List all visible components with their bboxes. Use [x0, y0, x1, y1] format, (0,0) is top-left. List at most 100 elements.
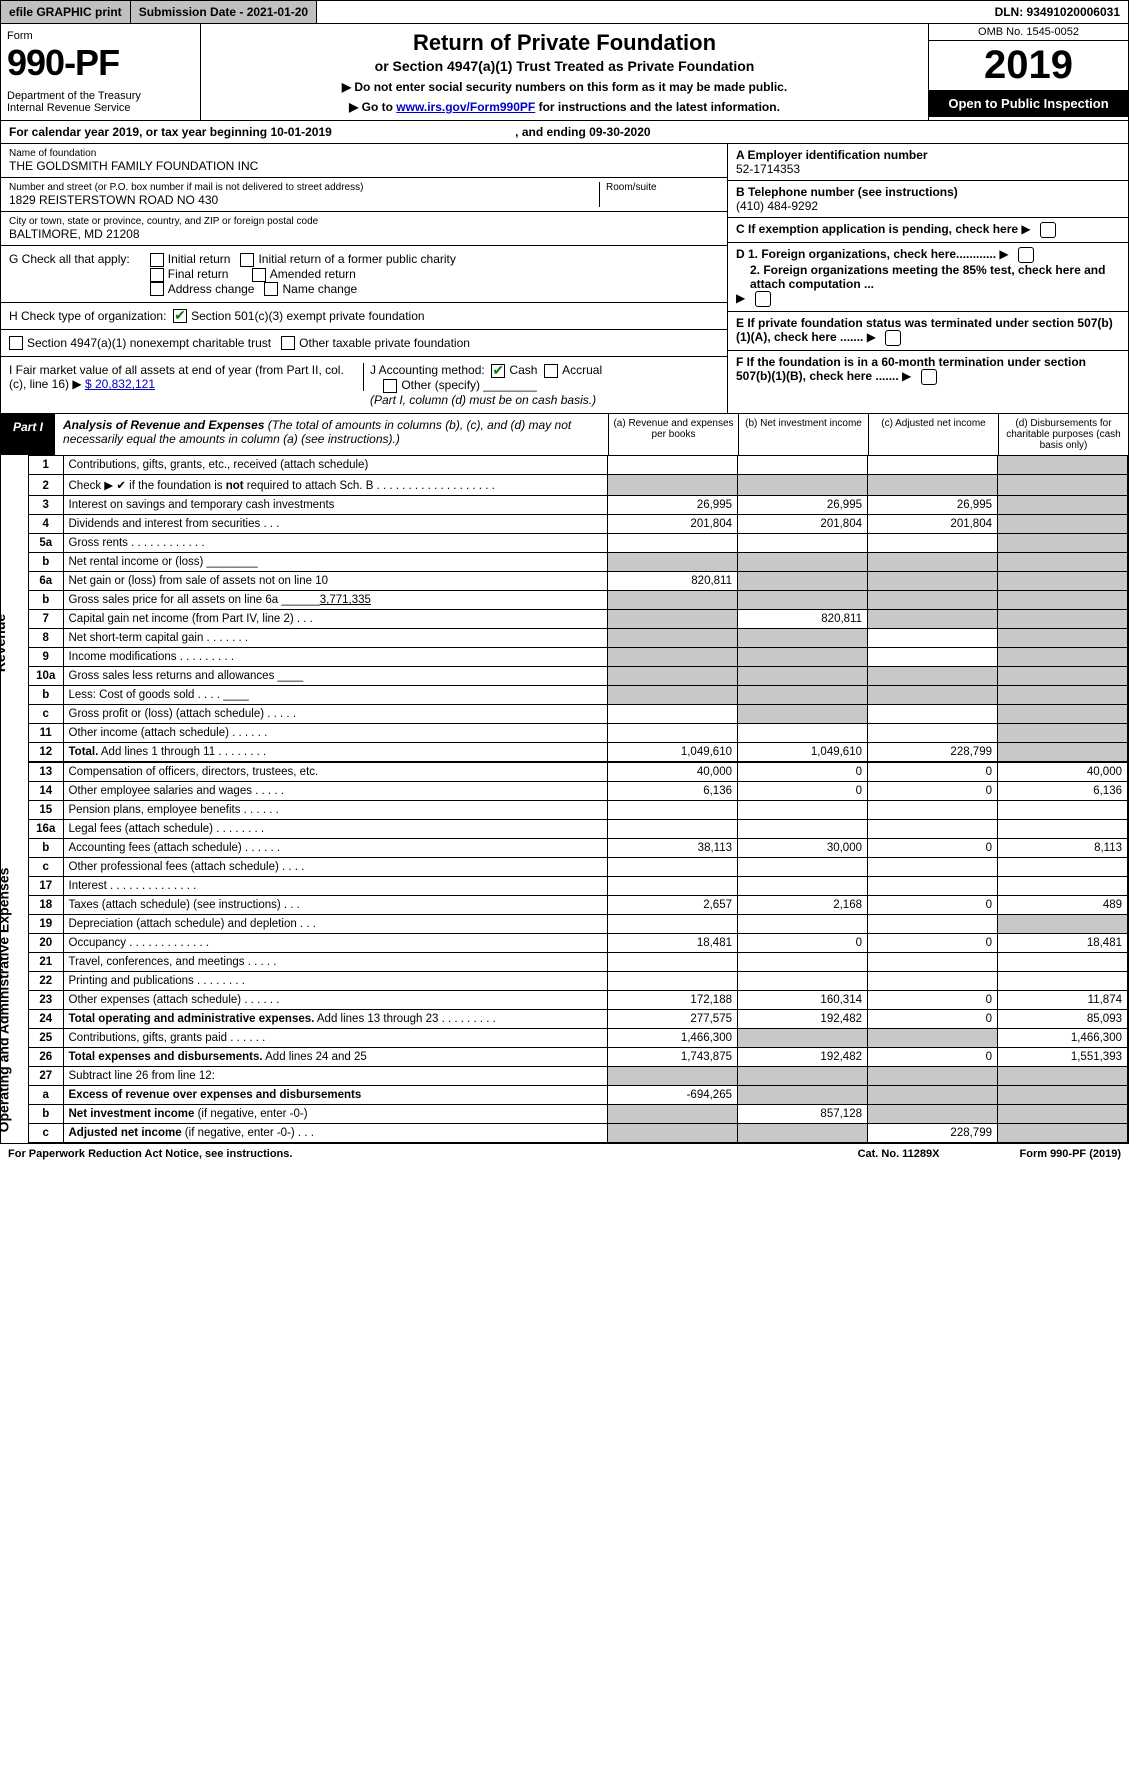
row-num: 23 [29, 991, 63, 1010]
row-num: 7 [29, 610, 63, 629]
col-d [998, 456, 1128, 475]
calendar-year-row: For calendar year 2019, or tax year begi… [0, 121, 1129, 144]
row-desc: Less: Cost of goods sold . . . . ____ [63, 686, 608, 705]
row-desc: Contributions, gifts, grants, etc., rece… [63, 456, 608, 475]
col-b-hdr: (b) Net investment income [738, 414, 868, 455]
row-desc: Accounting fees (attach schedule) . . . … [63, 839, 608, 858]
col-b [738, 915, 868, 934]
col-d [998, 629, 1128, 648]
col-d [998, 801, 1128, 820]
col-c: 0 [868, 1010, 998, 1029]
tel-cell: B Telephone number (see instructions) (4… [728, 181, 1128, 218]
col-d [998, 743, 1128, 762]
submission-date: Submission Date - 2021-01-20 [131, 1, 317, 23]
col-b [738, 629, 868, 648]
col-a [608, 1124, 738, 1143]
col-a [608, 591, 738, 610]
row-desc: Legal fees (attach schedule) . . . . . .… [63, 820, 608, 839]
irs-link[interactable]: www.irs.gov/Form990PF [396, 100, 535, 114]
col-a: 1,466,300 [608, 1029, 738, 1048]
dept-label: Department of the TreasuryInternal Reven… [7, 90, 194, 114]
form-subtitle: or Section 4947(a)(1) Trust Treated as P… [213, 58, 916, 74]
row-desc: Net rental income or (loss) ________ [63, 553, 608, 572]
header-right: OMB No. 1545-0052 2019 Open to Public In… [928, 24, 1128, 120]
col-c [868, 456, 998, 475]
part-title: Analysis of Revenue and Expenses (The to… [55, 414, 608, 455]
chk-d1[interactable] [1018, 247, 1034, 263]
col-b [738, 1067, 868, 1086]
row-desc: Interest . . . . . . . . . . . . . . [63, 877, 608, 896]
col-a [608, 1067, 738, 1086]
col-d [998, 1067, 1128, 1086]
identity-section: Name of foundation THE GOLDSMITH FAMILY … [0, 144, 1129, 414]
row-num: 15 [29, 801, 63, 820]
chk-other-meth[interactable] [383, 379, 397, 393]
chk-d2[interactable] [755, 291, 771, 307]
col-a: 1,049,610 [608, 743, 738, 762]
col-c [868, 648, 998, 667]
col-a [608, 972, 738, 991]
col-b [738, 953, 868, 972]
chk-initial[interactable] [150, 253, 164, 267]
col-c [868, 572, 998, 591]
col-d: 6,136 [998, 782, 1128, 801]
col-b [738, 534, 868, 553]
row-num: 3 [29, 496, 63, 515]
chk-cash[interactable] [491, 364, 505, 378]
row-desc: Gross sales price for all assets on line… [63, 591, 608, 610]
omb-number: OMB No. 1545-0052 [929, 24, 1128, 41]
chk-other-tax[interactable] [281, 336, 295, 350]
col-c [868, 858, 998, 877]
col-d [998, 1086, 1128, 1105]
row-num: 19 [29, 915, 63, 934]
col-b [738, 456, 868, 475]
chk-initial-former[interactable] [240, 253, 254, 267]
top-bar: efile GRAPHIC print Submission Date - 20… [0, 0, 1129, 24]
chk-namechg[interactable] [264, 282, 278, 296]
col-b [738, 667, 868, 686]
col-a-hdr: (a) Revenue and expenses per books [608, 414, 738, 455]
col-d [998, 515, 1128, 534]
col-b [738, 972, 868, 991]
chk-4947[interactable] [9, 336, 23, 350]
row-desc: Other expenses (attach schedule) . . . .… [63, 991, 608, 1010]
chk-accrual[interactable] [544, 364, 558, 378]
chk-c[interactable] [1040, 222, 1056, 238]
chk-501c3[interactable] [173, 309, 187, 323]
table-row: 16aLegal fees (attach schedule) . . . . … [29, 820, 1128, 839]
row-desc: Gross sales less returns and allowances … [63, 667, 608, 686]
chk-addrchg[interactable] [150, 282, 164, 296]
chk-final[interactable] [150, 268, 164, 282]
form-number: 990-PF [7, 42, 194, 84]
id-left: Name of foundation THE GOLDSMITH FAMILY … [1, 144, 728, 413]
col-c: 0 [868, 991, 998, 1010]
row-num: b [29, 686, 63, 705]
col-b [738, 877, 868, 896]
revenue-table: 1Contributions, gifts, grants, etc., rec… [29, 455, 1128, 762]
col-c [868, 972, 998, 991]
dln: DLN: 93491020006031 [987, 1, 1128, 23]
c-cell: C If exemption application is pending, c… [728, 218, 1128, 243]
table-row: 25Contributions, gifts, grants paid . . … [29, 1029, 1128, 1048]
footer: For Paperwork Reduction Act Notice, see … [0, 1144, 1129, 1164]
chk-amended[interactable] [252, 268, 266, 282]
address: 1829 REISTERSTOWN ROAD NO 430 [9, 193, 599, 207]
col-d [998, 553, 1128, 572]
h-row2: Section 4947(a)(1) nonexempt charitable … [1, 330, 727, 357]
row-num: b [29, 553, 63, 572]
row-desc: Other employee salaries and wages . . . … [63, 782, 608, 801]
chk-f[interactable] [921, 369, 937, 385]
telephone: (410) 484-9292 [736, 199, 1120, 213]
col-b: 0 [738, 934, 868, 953]
col-c: 0 [868, 782, 998, 801]
row-num: 6a [29, 572, 63, 591]
chk-e[interactable] [885, 330, 901, 346]
col-b: 30,000 [738, 839, 868, 858]
col-a [608, 877, 738, 896]
row-num: 16a [29, 820, 63, 839]
col-c: 228,799 [868, 743, 998, 762]
row-num: 2 [29, 475, 63, 496]
table-row: bNet investment income (if negative, ent… [29, 1105, 1128, 1124]
row-num: 17 [29, 877, 63, 896]
part-tag: Part I [1, 414, 55, 455]
